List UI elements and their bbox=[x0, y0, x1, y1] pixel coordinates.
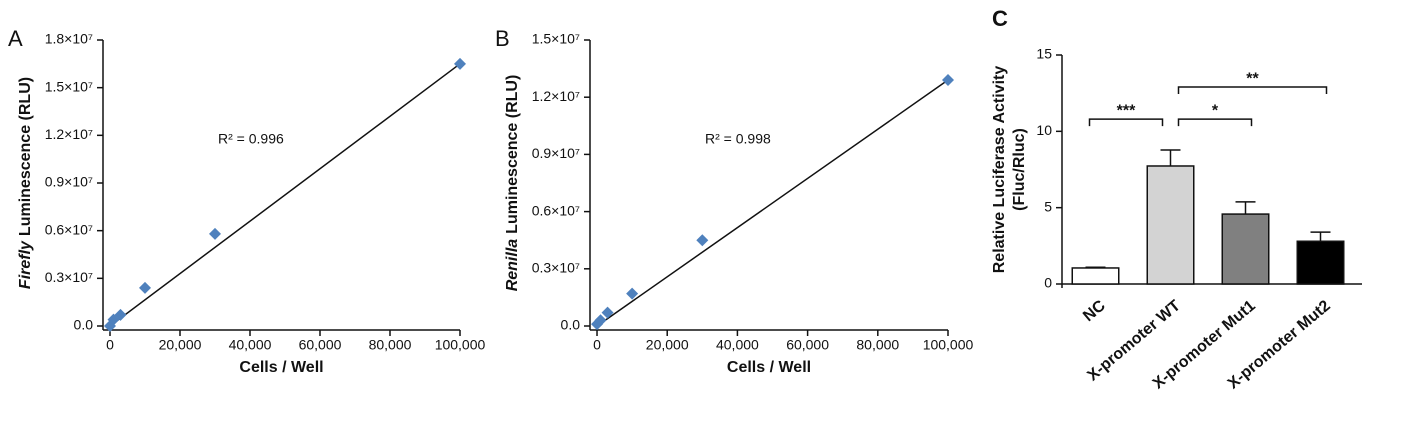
x-tick-label: 60,000 bbox=[786, 337, 829, 353]
bar bbox=[1146, 165, 1195, 285]
x-tick-label: 0 bbox=[593, 337, 601, 353]
x-tick-label: 20,000 bbox=[159, 337, 202, 353]
r-squared: R² = 0.998 bbox=[705, 131, 771, 147]
x-tick-label: 20,000 bbox=[646, 337, 689, 353]
y-tick-label: 0.6×10⁷ bbox=[45, 221, 93, 237]
x-axis-label: Cells / Well bbox=[239, 359, 323, 376]
y-tick-label: 1.5×10⁷ bbox=[532, 31, 580, 47]
y-axis-label-part: Renilla bbox=[504, 239, 521, 292]
y-tick-label: 5 bbox=[1044, 198, 1052, 214]
r-squared: R² = 0.996 bbox=[218, 131, 284, 147]
x-tick-label: 80,000 bbox=[369, 337, 412, 353]
bar bbox=[1296, 240, 1345, 285]
x-tick-label: 100,000 bbox=[435, 337, 486, 353]
point bbox=[601, 306, 614, 319]
y-tick-label: 0.6×10⁷ bbox=[532, 202, 580, 218]
trendline bbox=[596, 79, 949, 327]
point bbox=[696, 234, 709, 247]
y-axis-label-line: (Fluc/Rluc) bbox=[1011, 128, 1028, 211]
y-tick-label: 0.9×10⁷ bbox=[532, 145, 580, 161]
significance-bracket bbox=[1177, 118, 1253, 127]
x-tick-label: 80,000 bbox=[856, 337, 899, 353]
trendline bbox=[109, 63, 461, 327]
panel-letter: A bbox=[8, 26, 23, 51]
bar bbox=[1221, 213, 1270, 285]
x-tick-label: 60,000 bbox=[299, 337, 342, 353]
y-tick-label: 0.3×10⁷ bbox=[532, 260, 580, 276]
y-tick-label: 10 bbox=[1036, 122, 1052, 138]
y-axis-label: Renilla Luminescence (RLU) bbox=[504, 75, 521, 292]
y-tick-label: 0 bbox=[1044, 275, 1052, 291]
significance-label: * bbox=[1212, 102, 1219, 119]
point bbox=[454, 57, 466, 70]
panel-letter: B bbox=[495, 26, 510, 51]
x-axis-label: Cells / Well bbox=[727, 359, 811, 376]
y-axis-label: Relative Luciferase Activity (Fluc/Rluc) bbox=[991, 66, 1028, 274]
point bbox=[114, 308, 127, 321]
y-axis-label: Firefly Luminescence (RLU) bbox=[17, 77, 34, 289]
x-tick-label: NC bbox=[1080, 297, 1109, 325]
y-tick-label: 0.3×10⁷ bbox=[45, 269, 93, 285]
point bbox=[594, 314, 607, 327]
y-tick-label: 15 bbox=[1036, 46, 1052, 62]
y-tick-label: 1.5×10⁷ bbox=[45, 78, 93, 94]
y-axis-label-part: Luminescence (RLU) bbox=[504, 75, 521, 234]
x-tick-label: 100,000 bbox=[923, 337, 974, 353]
x-tick-label: 40,000 bbox=[229, 337, 272, 353]
y-tick-label: 1.8×10⁷ bbox=[45, 31, 93, 47]
y-axis-label-part: Firefly bbox=[17, 240, 34, 289]
significance-bracket bbox=[1088, 118, 1164, 127]
bar bbox=[1071, 267, 1120, 285]
y-tick-label: 1.2×10⁷ bbox=[532, 88, 580, 104]
point bbox=[942, 74, 954, 87]
y-tick-label: 0.9×10⁷ bbox=[45, 174, 93, 190]
y-tick-label: 0.0 bbox=[561, 317, 581, 333]
x-tick-label: 0 bbox=[106, 337, 114, 353]
point bbox=[139, 281, 151, 294]
significance-bracket bbox=[1177, 86, 1328, 95]
point bbox=[209, 227, 221, 240]
point bbox=[626, 287, 639, 300]
significance-label: *** bbox=[1117, 102, 1136, 119]
y-tick-label: 1.2×10⁷ bbox=[45, 126, 93, 142]
y-axis-label-line: Relative Luciferase Activity bbox=[991, 66, 1008, 274]
x-tick-label: 40,000 bbox=[716, 337, 759, 353]
y-axis-label-part: Luminescence (RLU) bbox=[17, 77, 34, 236]
y-tick-label: 0.0 bbox=[74, 317, 94, 333]
panel-letter: C bbox=[992, 6, 1008, 31]
significance-label: ** bbox=[1246, 70, 1259, 87]
